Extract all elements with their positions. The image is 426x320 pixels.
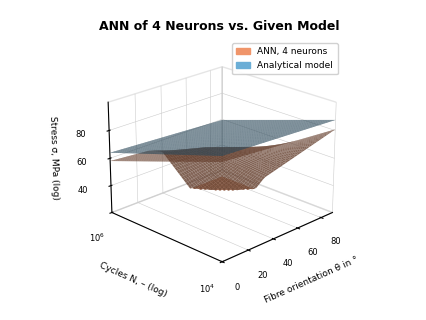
X-axis label: Fibre orientation θ in °: Fibre orientation θ in ° — [263, 255, 359, 305]
Legend: ANN, 4 neurons, Analytical model: ANN, 4 neurons, Analytical model — [231, 43, 337, 75]
Title: ANN of 4 Neurons vs. Given Model: ANN of 4 Neurons vs. Given Model — [98, 20, 338, 33]
Y-axis label: Cycles N, – (log): Cycles N, – (log) — [97, 261, 167, 299]
